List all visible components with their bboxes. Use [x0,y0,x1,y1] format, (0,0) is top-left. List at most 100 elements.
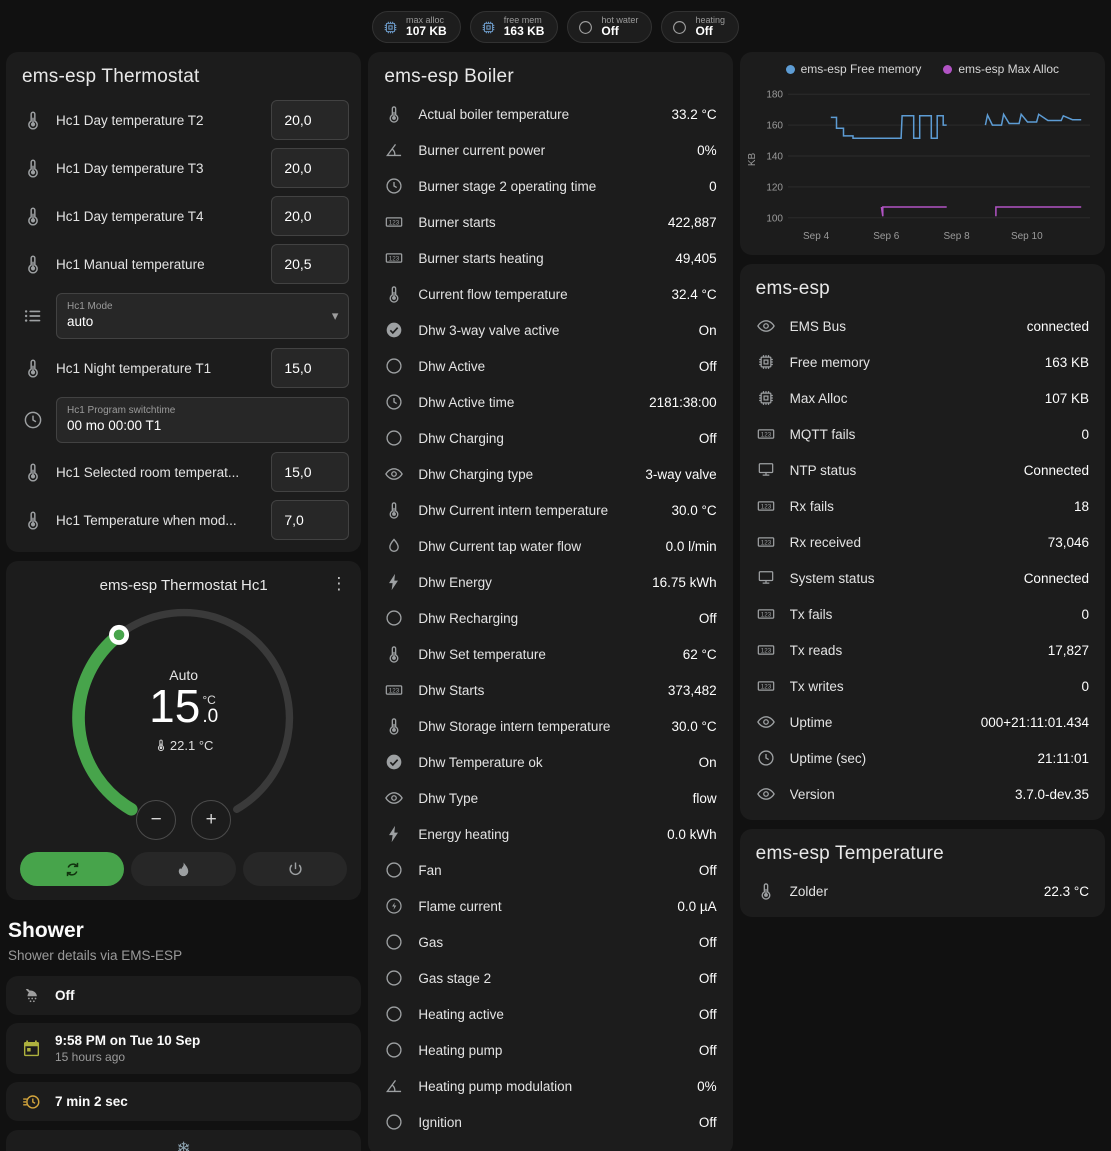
entity-row[interactable]: Actual boiler temperature 33.2 °C [368,96,732,132]
entity-row[interactable]: Energy heating 0.0 kWh [368,816,732,852]
cooling-card[interactable]: ❄ [6,1130,362,1151]
entity-value: 0% [697,142,717,158]
status-badge[interactable]: hot water Off [567,11,653,43]
thermo-icon [22,205,44,227]
setting-label: Hc1 Day temperature T4 [56,208,204,224]
thermostat-dial[interactable]: Auto 15 °C .0 22.1 °C [68,602,300,840]
entity-row[interactable]: Dhw Active Off [368,348,732,384]
entity-row[interactable]: Dhw Type flow [368,780,732,816]
temperature-card: ems-esp Temperature Zolder 22.3 °C [739,829,1105,917]
setting-label: Hc1 Day temperature T2 [56,112,204,128]
entity-row[interactable]: Burner stage 2 operating time 0 [368,168,732,204]
entity-row[interactable]: Dhw Charging type 3-way valve [368,456,732,492]
entity-row[interactable]: Heating pump modulation 0% [368,1068,732,1104]
shower-info-card[interactable]: Off [6,976,362,1015]
entity-row[interactable]: Gas stage 2 Off [368,960,732,996]
shower-info-card[interactable]: 9:58 PM on Tue 10 Sep 15 hours ago [6,1023,362,1075]
entity-row[interactable]: Dhw Current tap water flow 0.0 l/min [368,528,732,564]
number-input[interactable]: 20,5 [271,244,350,284]
entity-row[interactable]: Dhw Storage intern temperature 30.0 °C [368,708,732,744]
counter-icon: 123 [756,676,776,696]
entity-row[interactable]: Gas Off [368,924,732,960]
clock-icon [384,176,404,196]
entity-row[interactable]: 123 Burner starts heating 49,405 [368,240,732,276]
entity-row[interactable]: Dhw Energy 16.75 kWh [368,564,732,600]
entity-row[interactable]: Dhw Active time 2181:38:00 [368,384,732,420]
svg-text:123: 123 [760,539,771,546]
hvac-mode-autorenew-button[interactable] [20,852,125,886]
number-input[interactable]: 15,0 [271,348,350,388]
number-input[interactable]: 7,0 [271,500,350,540]
entity-row[interactable]: Max Alloc 107 KB [740,380,1105,416]
number-input[interactable]: 20,0 [271,148,350,188]
entity-row[interactable]: Flame current 0.0 µA [368,888,732,924]
temp-increase-button[interactable]: + [191,800,232,840]
mode-select[interactable]: Hc1 Mode auto ▾ [56,293,350,339]
svg-text:123: 123 [760,647,771,654]
text-input[interactable]: Hc1 Program switchtime 00 mo 00:00 T1 [56,397,350,443]
entity-row[interactable]: 123 Tx fails 0 [740,596,1105,632]
entity-row[interactable]: Version 3.7.0-dev.35 [740,776,1105,812]
entity-row[interactable]: Dhw Temperature ok On [368,744,732,780]
legend-dot [785,64,795,74]
entity-row[interactable]: Dhw Current intern temperature 30.0 °C [368,492,732,528]
entity-row[interactable]: Uptime (sec) 21:11:01 [740,740,1105,776]
entity-row[interactable]: Fan Off [368,852,732,888]
entity-row[interactable]: Dhw Charging Off [368,420,732,456]
legend-item[interactable]: ems-esp Free memory [785,62,921,76]
thermo-icon [22,253,44,275]
entity-row[interactable]: 123 Tx reads 17,827 [740,632,1105,668]
legend-item[interactable]: ems-esp Max Alloc [943,62,1059,76]
entity-row[interactable]: NTP status Connected [740,452,1105,488]
chip-icon [382,19,399,36]
entity-row[interactable]: Zolder 22.3 °C [740,873,1105,909]
entity-value: 000+21:11:01.434 [980,714,1089,730]
entity-row[interactable]: EMS Bus connected [740,308,1105,344]
entity-row[interactable]: Burner current power 0% [368,132,732,168]
status-badge[interactable]: heating Off [661,11,739,43]
entity-row[interactable]: 123 Rx fails 18 [740,488,1105,524]
entity-row[interactable]: Dhw Set temperature 62 °C [368,636,732,672]
entity-label: Tx writes [789,678,844,694]
entity-row[interactable]: Dhw Recharging Off [368,600,732,636]
card-title: ems-esp Thermostat Hc1 [99,577,268,594]
hvac-mode-row [6,834,361,900]
number-input[interactable]: 20,0 [271,196,350,236]
counter-icon: 123 [756,532,776,552]
chip-icon [480,19,497,36]
svg-text:123: 123 [760,503,771,510]
status-badge[interactable]: free mem 163 KB [469,11,559,43]
entity-label: Dhw 3-way valve active [418,322,560,338]
shower-info-card[interactable]: 7 min 2 sec [6,1082,362,1122]
entity-row[interactable]: Heating active Off [368,996,732,1032]
entity-row[interactable]: 123 MQTT fails 0 [740,416,1105,452]
number-input[interactable]: 20,0 [271,100,350,140]
dial-card-header: ems-esp Thermostat Hc1 ⋮ [6,561,361,594]
entity-row[interactable]: Current flow temperature 32.4 °C [368,276,732,312]
entity-label: Rx received [789,534,861,550]
entity-row[interactable]: Heating pump Off [368,1032,732,1068]
entity-label: Dhw Temperature ok [418,754,543,770]
entity-row[interactable]: Ignition Off [368,1104,732,1140]
more-menu-icon[interactable]: ⋮ [330,574,348,593]
timer-icon [21,1091,42,1112]
entity-row[interactable]: 123 Rx received 73,046 [740,524,1105,560]
entity-row[interactable]: System status Connected [740,560,1105,596]
entity-row[interactable]: 123 Dhw Starts 373,482 [368,672,732,708]
badge-value: Off [695,24,713,39]
entity-value: 30.0 °C [671,718,717,734]
hvac-mode-flame-button[interactable] [131,852,236,886]
entity-row[interactable]: Dhw 3-way valve active On [368,312,732,348]
eye-icon [384,788,404,808]
circle-icon [384,932,404,952]
status-badge[interactable]: max alloc 107 KB [372,11,461,43]
entity-row[interactable]: 123 Tx writes 0 [740,668,1105,704]
entity-row[interactable]: 123 Burner starts 422,887 [368,204,732,240]
entity-row[interactable]: Free memory 163 KB [740,344,1105,380]
number-input[interactable]: 15,0 [271,452,350,492]
hvac-mode-power-button[interactable] [242,852,348,886]
entity-row[interactable]: Uptime 000+21:11:01.434 [740,704,1105,740]
setting-label: Hc1 Night temperature T1 [56,360,212,376]
card-title: ems-esp Temperature [755,843,944,864]
temp-decrease-button[interactable]: − [136,800,177,840]
